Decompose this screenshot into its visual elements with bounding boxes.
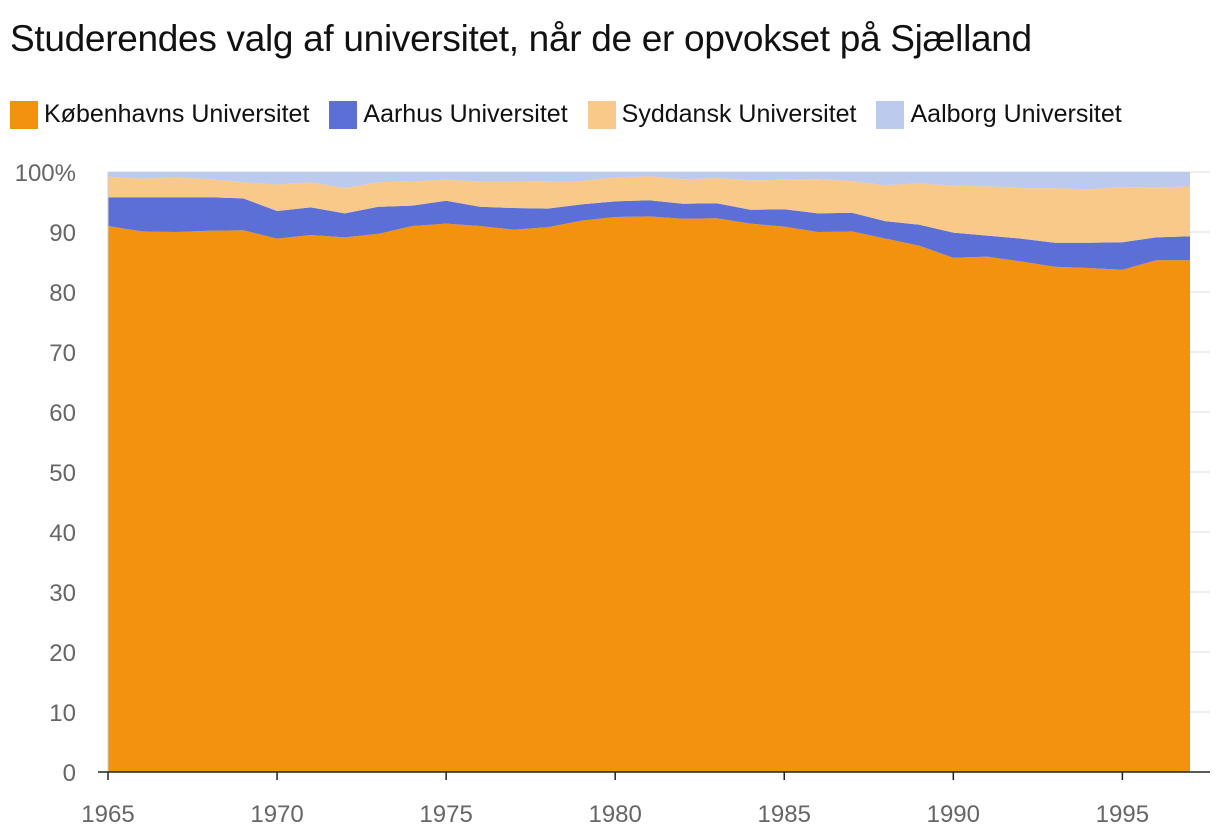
legend-item-aalborg: Aalborg Universitet <box>876 100 1122 129</box>
area-series <box>108 172 1190 772</box>
legend-swatch-kobenhavns <box>10 100 38 129</box>
y-tick-label-20: 20 <box>49 640 76 667</box>
x-tick-label-1980: 1980 <box>588 801 641 828</box>
y-tick-label-10: 10 <box>49 700 76 727</box>
y-tick-label-90: 90 <box>49 220 76 247</box>
area-k-benhavns-universitet <box>108 216 1190 772</box>
y-tick-label-30: 30 <box>49 580 76 607</box>
legend-swatch-syddansk <box>587 100 616 129</box>
y-tick-label-40: 40 <box>49 520 76 547</box>
y-tick-label-100: 100% <box>15 160 76 187</box>
legend-item-syddansk: Syddansk Universitet <box>587 100 857 129</box>
x-tick-label-1970: 1970 <box>250 801 303 828</box>
x-tick-label-1990: 1990 <box>927 801 980 828</box>
area-aalborg-universitet <box>108 172 1190 190</box>
x-tick-label-1965: 1965 <box>81 801 134 828</box>
x-tick-label-1995: 1995 <box>1096 801 1149 828</box>
legend-swatch-aalborg <box>876 100 905 129</box>
chart-title: Studerendes valg af universitet, når de … <box>10 18 1032 59</box>
area-syddansk-universitet <box>108 176 1190 243</box>
y-tick-label-50: 50 <box>49 460 76 487</box>
legend-swatch-aarhus <box>329 100 358 129</box>
legend-label-syddansk: Syddansk Universitet <box>621 100 857 128</box>
y-axis-ticks: 0 10 20 30 40 50 60 70 80 90 100% <box>15 160 76 787</box>
y-tick-label-0: 0 <box>63 760 76 787</box>
y-tick-label-60: 60 <box>49 400 76 427</box>
legend-label-aalborg: Aalborg Universitet <box>910 100 1122 128</box>
x-axis-ticks: 1965 1970 1975 1980 1985 1990 1995 <box>81 772 1149 828</box>
axes <box>98 172 1210 773</box>
y-tick-label-80: 80 <box>49 280 76 307</box>
legend-item-aarhus: Aarhus Universitet <box>329 100 568 129</box>
legend-label-kobenhavns: Københavns Universitet <box>44 100 310 128</box>
legend-item-kobenhavns: Københavns Universitet <box>10 100 309 129</box>
x-tick-label-1975: 1975 <box>419 801 472 828</box>
y-tick-label-70: 70 <box>49 340 76 367</box>
x-tick-label-1985: 1985 <box>758 801 811 828</box>
area-aarhus-universitet <box>108 197 1190 270</box>
legend: Københavns Universitet Aarhus Universite… <box>10 100 1142 129</box>
legend-label-aarhus: Aarhus Universitet <box>363 100 568 128</box>
